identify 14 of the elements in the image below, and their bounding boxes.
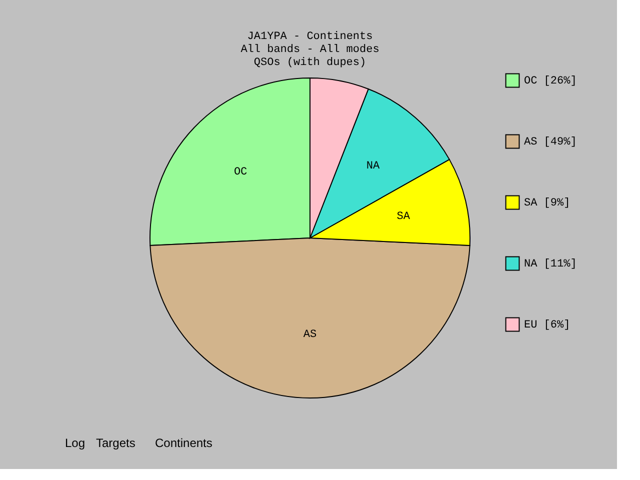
text: OC <box>234 166 248 179</box>
text: Log <box>65 436 86 450</box>
chart-subtitle: All bands - All modes QSOs (with dupes) <box>240 44 380 69</box>
legend-label: SA [9%] <box>524 198 570 210</box>
legend-label: AS [49%] <box>524 136 577 148</box>
text: NA <box>366 160 380 173</box>
legend-label: OC [26%] <box>524 76 577 88</box>
text: AS <box>303 329 317 341</box>
legend-label: EU [6%] <box>524 320 570 332</box>
legend-label: NA [11%] <box>524 258 577 270</box>
chart-title: JA1YPA - Continents <box>247 31 373 43</box>
text: SA <box>396 210 410 223</box>
text: Continents <box>155 436 212 450</box>
text: Targets <box>96 436 136 450</box>
